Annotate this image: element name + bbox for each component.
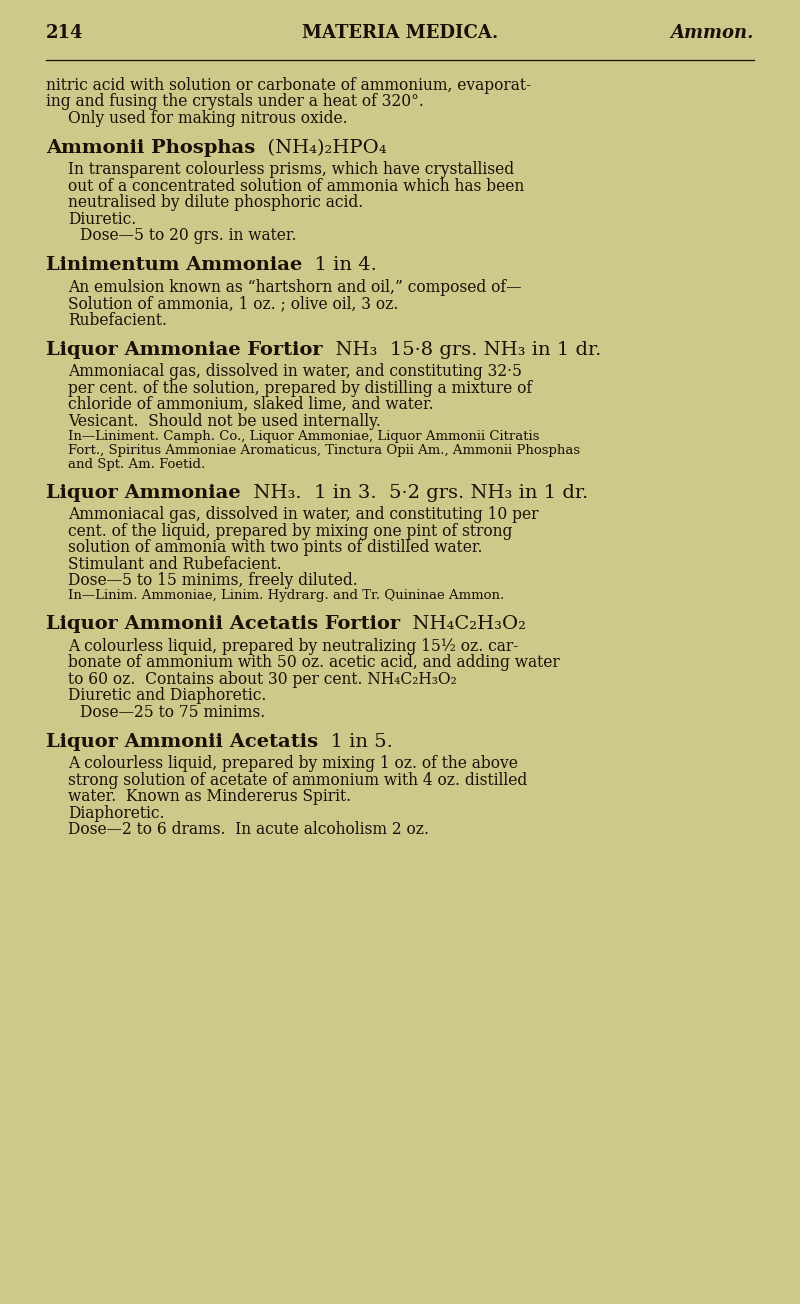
Text: chloride of ammonium, slaked lime, and water.: chloride of ammonium, slaked lime, and w… [68, 396, 434, 413]
Text: cent. of the liquid, prepared by mixing one pint of strong: cent. of the liquid, prepared by mixing … [68, 523, 512, 540]
Text: and Spt. Am. Foetid.: and Spt. Am. Foetid. [68, 458, 206, 471]
Text: MATERIA MEDICA.: MATERIA MEDICA. [302, 23, 498, 42]
Text: In—Liniment. Camph. Co., Liquor Ammoniae, Liquor Ammonii Citratis: In—Liniment. Camph. Co., Liquor Ammoniae… [68, 430, 539, 443]
Text: Dose—5 to 20 grs. in water.: Dose—5 to 20 grs. in water. [80, 227, 297, 244]
Text: 1 in 5.: 1 in 5. [318, 733, 393, 751]
Text: In—Linim. Ammoniae, Linim. Hydrarg. and Tr. Quininae Ammon.: In—Linim. Ammoniae, Linim. Hydrarg. and … [68, 589, 504, 602]
Text: A colourless liquid, prepared by mixing 1 oz. of the above: A colourless liquid, prepared by mixing … [68, 755, 518, 772]
Text: NH₄C₂H₃O₂: NH₄C₂H₃O₂ [400, 615, 526, 634]
Text: NH₃  15·8 grs. NH₃ in 1 dr.: NH₃ 15·8 grs. NH₃ in 1 dr. [322, 340, 601, 359]
Text: Dose—25 to 75 minims.: Dose—25 to 75 minims. [80, 704, 266, 721]
Text: neutralised by dilute phosphoric acid.: neutralised by dilute phosphoric acid. [68, 194, 363, 211]
Text: 1 in 4.: 1 in 4. [302, 256, 377, 274]
Text: Liquor Ammonii Acetatis: Liquor Ammonii Acetatis [46, 733, 318, 751]
Text: solution of ammonia with two pints of distilled water.: solution of ammonia with two pints of di… [68, 539, 482, 556]
Text: bonate of ammonium with 50 oz. acetic acid, and adding water: bonate of ammonium with 50 oz. acetic ac… [68, 655, 560, 672]
Text: water.  Known as Mindererus Spirit.: water. Known as Mindererus Spirit. [68, 788, 351, 805]
Text: (NH₄)₂HPO₄: (NH₄)₂HPO₄ [255, 138, 387, 156]
Text: NH₃.  1 in 3.  5·2 grs. NH₃ in 1 dr.: NH₃. 1 in 3. 5·2 grs. NH₃ in 1 dr. [241, 484, 588, 502]
Text: Ammoniacal gas, dissolved in water, and constituting 32·5: Ammoniacal gas, dissolved in water, and … [68, 363, 522, 379]
Text: An emulsion known as “hartshorn and oil,” composed of—: An emulsion known as “hartshorn and oil,… [68, 279, 522, 296]
Text: Liquor Ammoniae: Liquor Ammoniae [46, 484, 241, 502]
Text: Liquor Ammoniae Fortior: Liquor Ammoniae Fortior [46, 340, 322, 359]
Text: strong solution of acetate of ammonium with 4 oz. distilled: strong solution of acetate of ammonium w… [68, 772, 527, 789]
Text: Dose—5 to 15 minims, freely diluted.: Dose—5 to 15 minims, freely diluted. [68, 572, 358, 589]
Text: out of a concentrated solution of ammonia which has been: out of a concentrated solution of ammoni… [68, 177, 524, 194]
Text: Diuretic and Diaphoretic.: Diuretic and Diaphoretic. [68, 687, 266, 704]
Text: Ammon.: Ammon. [670, 23, 754, 42]
Text: Linimentum Ammoniae: Linimentum Ammoniae [46, 256, 302, 274]
Text: Only used for making nitrous oxide.: Only used for making nitrous oxide. [68, 110, 348, 126]
Text: In transparent colourless prisms, which have crystallised: In transparent colourless prisms, which … [68, 160, 514, 179]
Text: Vesicant.  Should not be used internally.: Vesicant. Should not be used internally. [68, 412, 381, 429]
Text: 214: 214 [46, 23, 83, 42]
Text: per cent. of the solution, prepared by distilling a mixture of: per cent. of the solution, prepared by d… [68, 379, 532, 396]
Text: Diuretic.: Diuretic. [68, 210, 136, 227]
Text: Dose—2 to 6 drams.  In acute alcoholism 2 oz.: Dose—2 to 6 drams. In acute alcoholism 2… [68, 822, 429, 838]
Text: Ammoniacal gas, dissolved in water, and constituting 10 per: Ammoniacal gas, dissolved in water, and … [68, 506, 538, 523]
Text: Fort., Spiritus Ammoniae Aromaticus, Tinctura Opii Am., Ammonii Phosphas: Fort., Spiritus Ammoniae Aromaticus, Tin… [68, 443, 580, 456]
Text: ing and fusing the crystals under a heat of 320°.: ing and fusing the crystals under a heat… [46, 93, 424, 110]
Text: nitric acid with solution or carbonate of ammonium, evaporat-: nitric acid with solution or carbonate o… [46, 77, 531, 94]
Text: Diaphoretic.: Diaphoretic. [68, 805, 165, 822]
Text: Liquor Ammonii Acetatis Fortior: Liquor Ammonii Acetatis Fortior [46, 615, 400, 634]
Text: Rubefacient.: Rubefacient. [68, 312, 167, 329]
Text: A colourless liquid, prepared by neutralizing 15½ oz. car-: A colourless liquid, prepared by neutral… [68, 638, 518, 655]
Text: to 60 oz.  Contains about 30 per cent. NH₄C₂H₃O₂: to 60 oz. Contains about 30 per cent. NH… [68, 670, 457, 687]
Text: Ammonii Phosphas: Ammonii Phosphas [46, 138, 255, 156]
Text: Stimulant and Rubefacient.: Stimulant and Rubefacient. [68, 556, 282, 572]
Text: Solution of ammonia, 1 oz. ; olive oil, 3 oz.: Solution of ammonia, 1 oz. ; olive oil, … [68, 295, 398, 312]
